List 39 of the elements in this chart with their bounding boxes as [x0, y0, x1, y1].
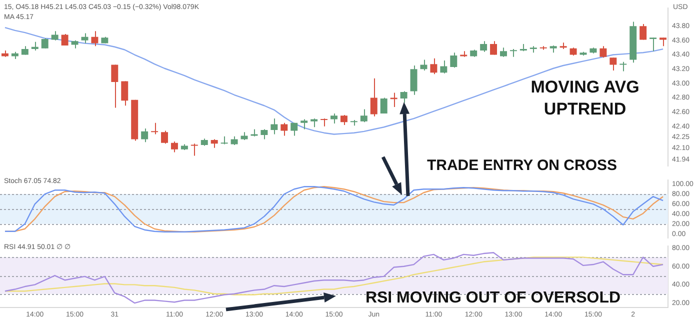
candlestick: [620, 61, 627, 72]
candlestick: [300, 118, 308, 130]
candlestick: [51, 30, 58, 41]
candlestick: [190, 143, 198, 156]
candlestick: [480, 40, 488, 52]
annotation: MOVING AVG UPTREND: [530, 78, 640, 119]
candlestick: [600, 46, 607, 58]
candlestick: [170, 140, 178, 153]
candlestick: [61, 33, 68, 46]
candlestick: [91, 30, 98, 47]
candlestick: [380, 97, 388, 114]
candlestick: [490, 40, 498, 56]
candlestick: [420, 59, 428, 72]
annotation: TRADE ENTRY ON CROSS: [426, 157, 618, 174]
candlestick: [410, 65, 418, 96]
candlestick: [430, 58, 438, 75]
candlestick: [610, 57, 617, 72]
candlestick: [41, 38, 48, 49]
candlestick: [340, 114, 348, 126]
candlestick: [121, 80, 128, 106]
candlestick: [650, 37, 657, 52]
candlestick: [330, 113, 338, 124]
candlestick: [111, 64, 118, 108]
candlestick: [640, 23, 647, 40]
candlestick: [151, 122, 158, 135]
candlestick: [280, 122, 288, 136]
candlestick: [81, 32, 88, 44]
candlestick: [360, 108, 368, 123]
candlestick: [370, 78, 378, 117]
annotation: RSI MOVING OUT OF OVERSOLD: [365, 289, 621, 306]
candlestick: [500, 47, 507, 58]
candlestick: [450, 52, 458, 68]
candlestick: [390, 92, 398, 108]
candlestick: [141, 128, 148, 143]
candlestick: [270, 118, 278, 135]
candlestick: [260, 128, 268, 140]
candlestick: [290, 122, 298, 136]
candlestick: [440, 60, 448, 74]
candlestick: [161, 130, 168, 144]
